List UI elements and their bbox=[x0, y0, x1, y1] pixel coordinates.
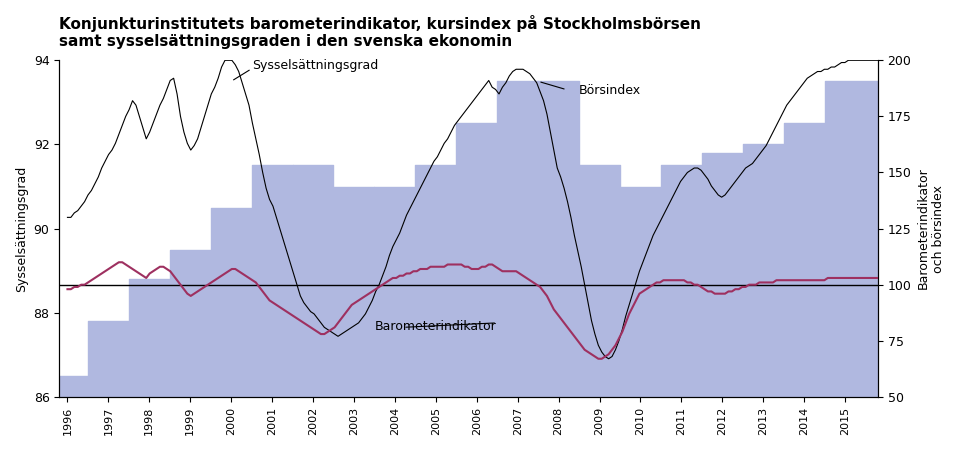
Text: Börsindex: Börsindex bbox=[579, 84, 641, 97]
Text: Konjunkturinstitutets barometerindikator, kursindex på Stockholmsbörsen
samt sys: Konjunkturinstitutets barometerindikator… bbox=[60, 15, 701, 50]
Text: Barometerindikator: Barometerindikator bbox=[374, 320, 496, 333]
Y-axis label: Barometerindikator
och börsindex: Barometerindikator och börsindex bbox=[917, 168, 945, 289]
Text: Sysselsättningsgrad: Sysselsättningsgrad bbox=[252, 58, 378, 72]
Y-axis label: Sysselsättningsgrad: Sysselsättningsgrad bbox=[15, 166, 28, 292]
